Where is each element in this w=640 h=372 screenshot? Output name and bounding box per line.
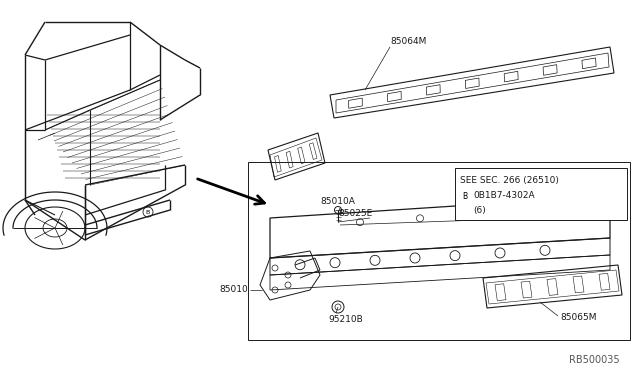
Bar: [248, 162, 630, 340]
Text: 85064M: 85064M: [390, 38, 426, 46]
Text: 85010A: 85010A: [320, 198, 355, 206]
Text: 85025E: 85025E: [338, 208, 372, 218]
Text: 85010: 85010: [220, 285, 248, 295]
Text: 0B1B7-4302A: 0B1B7-4302A: [473, 192, 534, 201]
Text: B: B: [146, 211, 150, 215]
Text: (6): (6): [473, 205, 486, 215]
Text: B: B: [463, 192, 468, 201]
Text: SEE SEC. 266 (26510): SEE SEC. 266 (26510): [460, 176, 559, 186]
Text: RB500035: RB500035: [570, 355, 620, 365]
Bar: [455, 168, 627, 220]
Text: 85065M: 85065M: [560, 314, 596, 323]
Text: 95210B: 95210B: [328, 315, 363, 324]
